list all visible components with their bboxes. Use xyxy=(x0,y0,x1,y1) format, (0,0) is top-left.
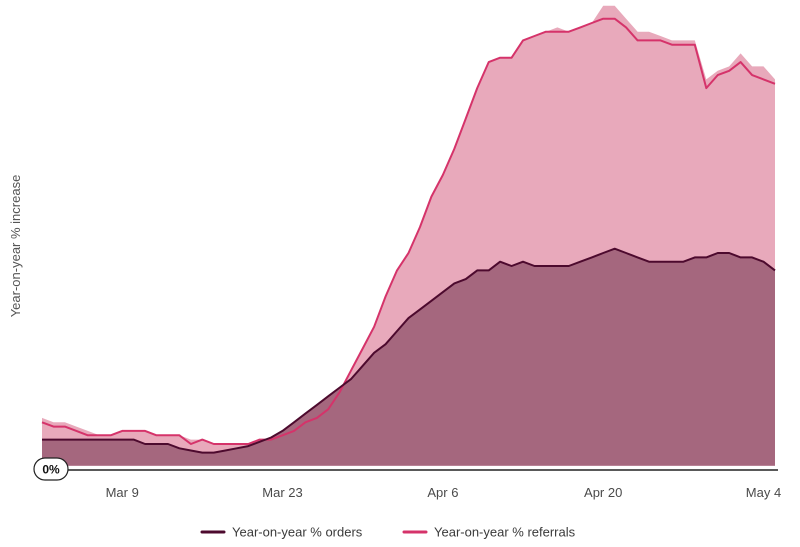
x-tick-labels: Mar 9 Mar 23 Apr 6 Apr 20 May 4 xyxy=(106,485,782,500)
line-orders xyxy=(42,247,776,454)
y-axis-title: Year-on-year % increase xyxy=(8,175,23,318)
legend-label-referrals: Year-on-year % referrals xyxy=(434,525,576,540)
area-orders xyxy=(42,248,775,466)
legend: Year-on-year % orders Year-on-year % ref… xyxy=(200,525,576,540)
x-tick-label: Apr 20 xyxy=(584,485,622,500)
line-referrals xyxy=(41,17,776,445)
zero-label-box xyxy=(33,457,69,481)
x-tick-label: May 4 xyxy=(746,485,781,500)
zero-label-text: 0% xyxy=(42,463,60,477)
x-tick-label: Mar 23 xyxy=(262,485,302,500)
plot-lines xyxy=(41,17,776,454)
x-tick-label: Apr 6 xyxy=(427,485,458,500)
x-tick-label: Mar 9 xyxy=(106,485,139,500)
zero-label: 0% xyxy=(33,457,69,481)
plot-areas xyxy=(42,5,775,466)
legend-item-orders: Year-on-year % orders xyxy=(200,525,363,540)
legend-item-referrals: Year-on-year % referrals xyxy=(402,525,576,540)
legend-label-orders: Year-on-year % orders xyxy=(232,525,363,540)
